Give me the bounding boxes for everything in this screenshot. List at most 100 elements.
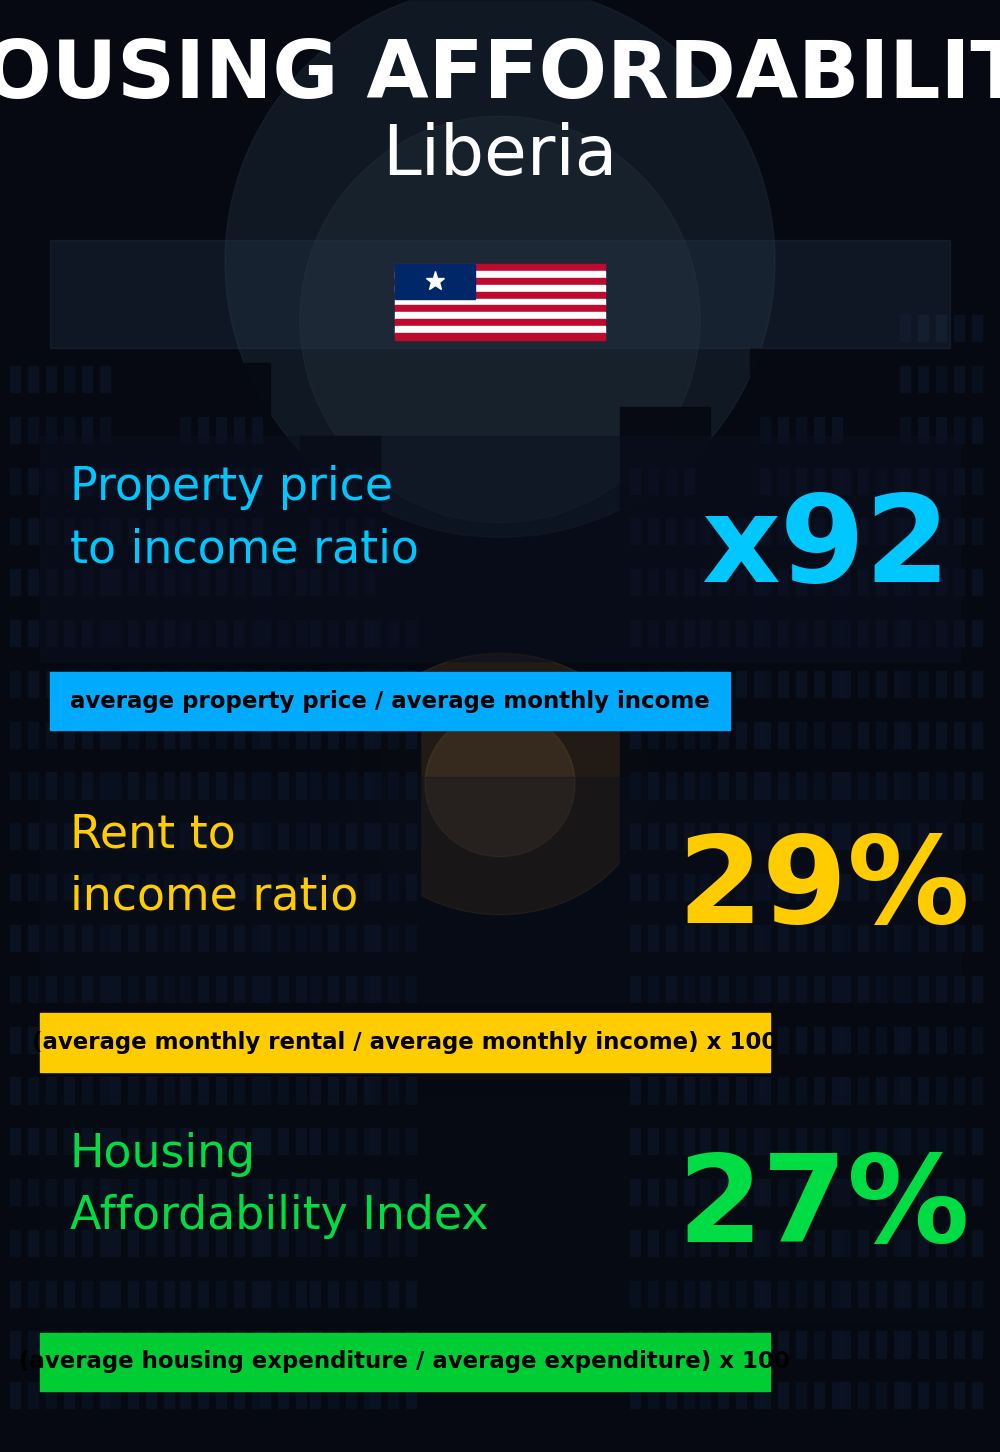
Bar bbox=[370, 874, 380, 900]
Bar bbox=[954, 671, 964, 697]
Bar bbox=[370, 772, 380, 799]
Bar bbox=[760, 1179, 770, 1205]
Bar bbox=[876, 1230, 886, 1256]
Bar bbox=[760, 620, 770, 646]
Bar bbox=[832, 1077, 842, 1104]
Bar bbox=[64, 366, 74, 392]
Bar bbox=[28, 1331, 38, 1358]
Bar bbox=[900, 518, 910, 544]
Bar bbox=[346, 772, 356, 799]
Bar bbox=[814, 1027, 824, 1053]
Bar bbox=[252, 417, 262, 443]
Bar bbox=[364, 1331, 374, 1358]
Bar bbox=[346, 518, 356, 544]
Bar bbox=[395, 272, 605, 277]
Bar bbox=[278, 1281, 288, 1307]
Bar bbox=[388, 1382, 398, 1408]
Bar bbox=[128, 468, 138, 494]
Bar bbox=[164, 1077, 174, 1104]
Bar bbox=[82, 671, 92, 697]
Bar bbox=[234, 1382, 244, 1408]
Bar bbox=[46, 823, 56, 849]
Bar bbox=[164, 518, 174, 544]
Bar bbox=[28, 1230, 38, 1256]
Bar bbox=[234, 518, 244, 544]
Bar bbox=[876, 1382, 886, 1408]
Bar bbox=[630, 1331, 640, 1358]
Bar bbox=[28, 671, 38, 697]
Bar bbox=[110, 1382, 120, 1408]
Ellipse shape bbox=[350, 653, 650, 915]
Bar bbox=[146, 1281, 156, 1307]
Bar bbox=[234, 1128, 244, 1154]
Bar bbox=[876, 1027, 886, 1053]
Bar bbox=[164, 1128, 174, 1154]
Bar bbox=[918, 1382, 928, 1408]
Bar bbox=[180, 1179, 190, 1205]
Bar bbox=[840, 1077, 850, 1104]
Bar bbox=[778, 468, 788, 494]
Bar bbox=[146, 569, 156, 595]
Bar bbox=[840, 620, 850, 646]
Bar bbox=[234, 1230, 244, 1256]
Bar bbox=[648, 1230, 658, 1256]
Bar bbox=[754, 1179, 764, 1205]
Bar bbox=[972, 1331, 982, 1358]
Bar bbox=[876, 823, 886, 849]
Bar bbox=[918, 1331, 928, 1358]
Bar bbox=[736, 671, 746, 697]
Bar bbox=[718, 518, 728, 544]
Bar bbox=[198, 620, 208, 646]
Bar bbox=[900, 1331, 910, 1358]
Bar bbox=[666, 468, 676, 494]
Bar bbox=[328, 620, 338, 646]
Bar bbox=[814, 671, 824, 697]
Bar bbox=[180, 468, 190, 494]
Bar bbox=[110, 620, 120, 646]
Bar bbox=[10, 1281, 20, 1307]
Bar bbox=[395, 264, 475, 299]
Bar bbox=[900, 417, 910, 443]
Bar bbox=[630, 1179, 640, 1205]
Bar bbox=[252, 518, 262, 544]
Bar bbox=[310, 1027, 320, 1053]
Bar bbox=[858, 569, 868, 595]
Bar bbox=[46, 1128, 56, 1154]
Bar bbox=[648, 1077, 658, 1104]
Bar bbox=[346, 874, 356, 900]
Bar bbox=[180, 1281, 190, 1307]
Bar bbox=[82, 1382, 92, 1408]
Bar bbox=[82, 569, 92, 595]
Bar bbox=[778, 722, 788, 748]
Bar bbox=[296, 976, 306, 1002]
Bar bbox=[64, 671, 74, 697]
Bar bbox=[900, 315, 910, 341]
Bar bbox=[832, 976, 842, 1002]
Bar bbox=[760, 671, 770, 697]
Bar bbox=[198, 671, 208, 697]
Bar bbox=[28, 1281, 38, 1307]
Bar bbox=[900, 1382, 910, 1408]
Bar bbox=[346, 468, 356, 494]
Bar bbox=[364, 1179, 374, 1205]
Bar bbox=[718, 1077, 728, 1104]
Bar bbox=[630, 620, 640, 646]
Bar bbox=[28, 1027, 38, 1053]
Bar bbox=[900, 366, 910, 392]
Bar bbox=[296, 1077, 306, 1104]
Bar bbox=[894, 976, 904, 1002]
Bar bbox=[666, 976, 676, 1002]
Bar bbox=[260, 1281, 270, 1307]
Bar bbox=[778, 772, 788, 799]
Bar bbox=[918, 1179, 928, 1205]
Bar bbox=[164, 1331, 174, 1358]
Bar bbox=[146, 772, 156, 799]
Bar bbox=[894, 1382, 904, 1408]
Bar bbox=[936, 315, 946, 341]
Bar bbox=[796, 1128, 806, 1154]
Bar bbox=[216, 1128, 226, 1154]
Bar bbox=[954, 1179, 964, 1205]
Bar bbox=[900, 1281, 910, 1307]
Bar bbox=[198, 874, 208, 900]
Bar bbox=[370, 823, 380, 849]
